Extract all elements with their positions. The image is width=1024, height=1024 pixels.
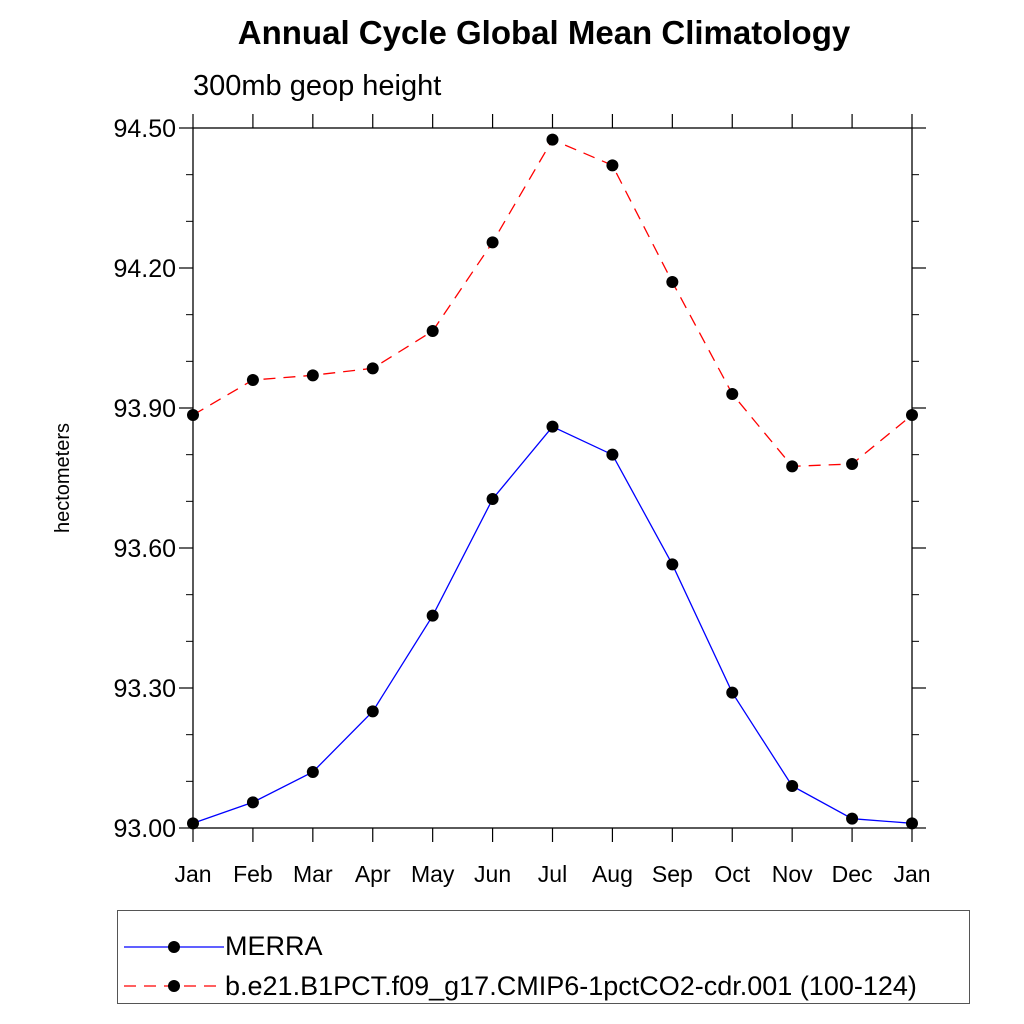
x-tick-label: Feb <box>233 861 273 887</box>
x-tick-label: May <box>411 861 455 887</box>
data-point-1 <box>306 369 319 382</box>
data-point-0 <box>546 420 559 433</box>
x-tick-label: Mar <box>293 861 333 887</box>
data-point-0 <box>187 817 199 830</box>
data-point-1 <box>366 362 379 375</box>
data-point-0 <box>726 686 739 699</box>
x-tick-label: Apr <box>355 861 391 887</box>
data-point-0 <box>306 766 319 778</box>
x-tick-label: Sep <box>652 861 693 887</box>
y-tick-label: 93.60 <box>113 535 176 563</box>
data-point-1 <box>246 374 259 386</box>
data-point-0 <box>906 817 918 830</box>
data-point-1 <box>546 133 559 146</box>
x-tick-label: Jan <box>893 861 930 887</box>
data-point-1 <box>606 159 619 172</box>
plot-frame <box>192 127 913 829</box>
data-point-0 <box>486 493 499 505</box>
legend-label-merra: MERRA <box>225 931 323 961</box>
chart-title: Annual Cycle Global Mean Climatology <box>237 14 851 51</box>
chart-svg: 93.00 93.30 93.60 93.90 94.20 94.50 Jan Feb Mar… <box>52 114 931 887</box>
chart-subtitle: 300mb geop height <box>193 70 442 102</box>
series-line-1 <box>192 138 913 467</box>
x-tick-label: Jul <box>538 861 567 887</box>
legend-swatch-merra <box>124 941 224 953</box>
data-point-0 <box>426 609 439 622</box>
y-axis: 93.00 93.30 93.60 93.90 94.20 94.50 <box>113 115 926 843</box>
data-point-1 <box>906 409 918 421</box>
data-point-1 <box>846 458 859 470</box>
data-point-0 <box>786 780 799 792</box>
y-axis-label: hectometers <box>52 423 74 533</box>
x-tick-label: Jun <box>474 861 511 887</box>
data-point-1 <box>666 276 679 288</box>
x-tick-label: Oct <box>714 861 750 887</box>
data-point-1 <box>486 236 499 249</box>
y-tick-label: 93.00 <box>113 815 176 843</box>
data-point-1 <box>726 388 739 400</box>
data-point-0 <box>846 812 859 825</box>
x-tick-label: Nov <box>772 861 813 887</box>
data-point-1 <box>187 409 199 421</box>
x-tick-label: Aug <box>592 861 633 887</box>
legend-swatch-model <box>124 980 224 992</box>
legend-item-model: b.e21.B1PCT.f09_g17.CMIP6-1pctCO2-cdr.00… <box>118 966 969 1006</box>
y-tick-label: 93.30 <box>113 675 176 703</box>
data-point-0 <box>666 558 679 571</box>
plot-border <box>192 127 913 829</box>
series-line-0 <box>192 425 913 824</box>
data-point-1 <box>426 325 439 337</box>
y-tick-label: 94.20 <box>113 255 176 283</box>
x-tick-label: Dec <box>832 861 873 887</box>
legend-label-model: b.e21.B1PCT.f09_g17.CMIP6-1pctCO2-cdr.00… <box>225 971 917 1001</box>
legend-item-merra: MERRA <box>118 926 969 966</box>
data-point-0 <box>246 796 259 809</box>
data-point-0 <box>366 705 379 718</box>
x-axis: Jan Feb Mar Apr May Jun Jul Aug Sep Oct Nov Dec Jan <box>174 114 931 887</box>
legend: MERRA b.e21.B1PCT.f09_g17.CMIP6-1pctCO2-… <box>117 910 970 1004</box>
series-layer <box>187 133 918 830</box>
y-tick-label: 93.90 <box>113 395 176 423</box>
x-tick-label: Jan <box>174 861 211 887</box>
data-point-0 <box>606 448 619 461</box>
y-tick-label: 94.50 <box>113 115 176 143</box>
data-point-1 <box>786 460 799 473</box>
